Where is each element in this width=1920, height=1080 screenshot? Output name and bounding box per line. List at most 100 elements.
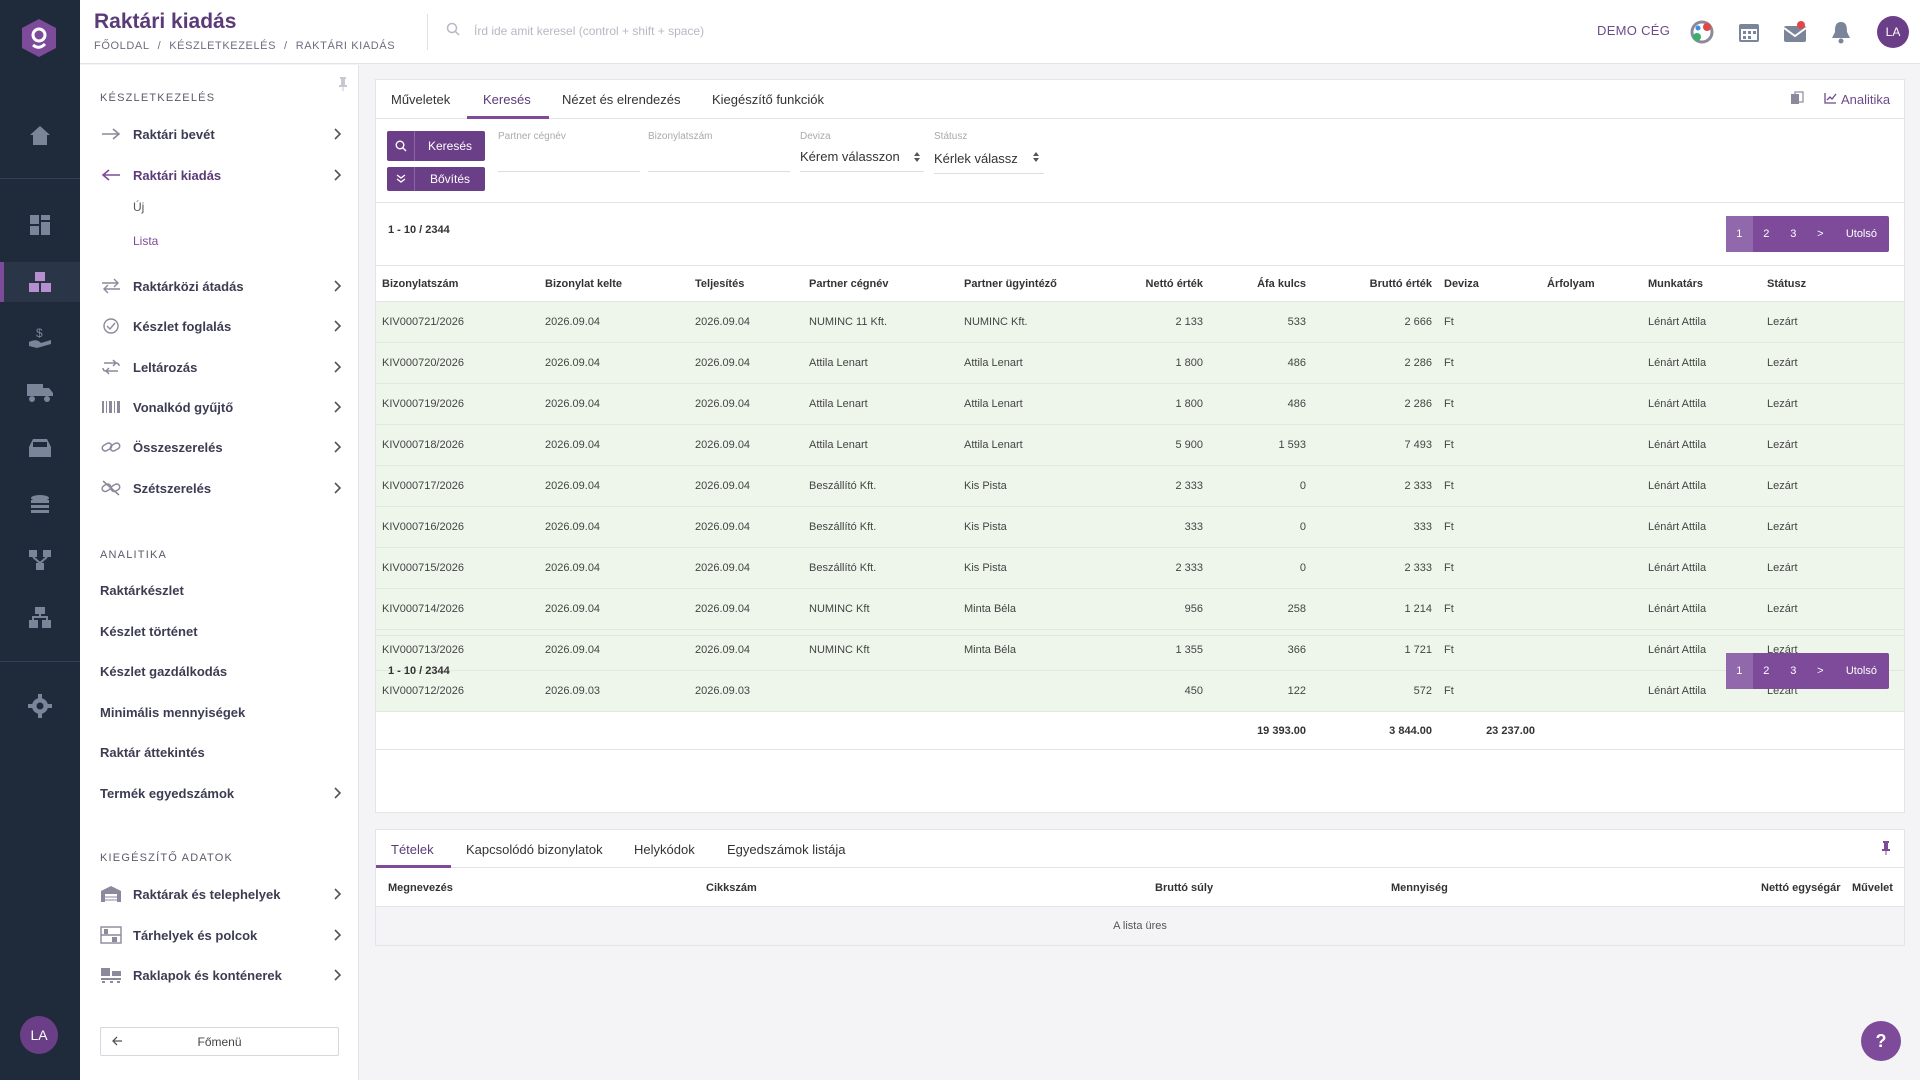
column-header[interactable]: Bizonylat kelte — [539, 265, 689, 302]
page-1-button[interactable]: 1 — [1725, 653, 1753, 689]
mail-icon[interactable] — [1781, 18, 1809, 46]
table-row[interactable]: KIV000718/2026 2026.09.04 2026.09.04 Attila… — [376, 424, 1904, 466]
analytics-link[interactable]: Analitika — [1824, 92, 1890, 107]
home-icon[interactable] — [0, 115, 80, 155]
column-header[interactable]: Áfa kulcs — [1209, 265, 1312, 302]
pin-icon[interactable] — [1881, 841, 1891, 858]
search-button[interactable]: Keresés — [387, 131, 485, 161]
calendar-icon[interactable] — [1735, 18, 1763, 46]
sidebar-item-stock-history[interactable]: Készlet történet — [100, 616, 345, 646]
sidebar-item-assembly[interactable]: Összeszerelés — [100, 432, 345, 462]
tab-location-codes[interactable]: Helykódok — [634, 842, 695, 857]
tab-operations[interactable]: Műveletek — [391, 92, 451, 107]
sidebar-item-transfer[interactable]: Raktárközi átadás — [100, 271, 345, 301]
column-header[interactable]: Bruttó súly — [1155, 882, 1214, 894]
copy-icon[interactable] — [1790, 91, 1804, 108]
tab-items[interactable]: Tételek — [391, 842, 434, 857]
table-row[interactable]: KIV000721/2026 2026.09.04 2026.09.04 NUMINC… — [376, 301, 1904, 343]
expand-button[interactable]: Bővítés — [387, 167, 485, 191]
column-header[interactable]: Nettó érték — [1106, 265, 1209, 302]
total-gross: 23 237.00 — [1438, 711, 1541, 750]
breadcrumb-home[interactable]: FŐOLDAL — [94, 40, 150, 52]
table-row[interactable]: KIV000714/2026 2026.09.04 2026.09.04 NUMINC… — [376, 588, 1904, 630]
column-header[interactable]: Megnevezés — [388, 882, 453, 894]
truck-icon[interactable] — [0, 372, 80, 412]
page-1-button[interactable]: 1 — [1725, 216, 1753, 252]
sidebar-item-warehouse-overview[interactable]: Raktár áttekintés — [100, 737, 345, 767]
sidebar-item-stocktaking[interactable]: Leltározás — [100, 352, 345, 382]
search-input[interactable] — [474, 23, 894, 38]
column-header[interactable]: Partner cégnév — [803, 265, 958, 302]
table-row[interactable]: KIV000716/2026 2026.09.04 2026.09.04 Beszál… — [376, 506, 1904, 548]
support-icon[interactable] — [1688, 18, 1716, 46]
tab-extra-functions[interactable]: Kiegészítő funkciók — [712, 92, 825, 107]
page-3-button[interactable]: 3 — [1790, 228, 1797, 240]
column-header[interactable]: Mennyiség — [1391, 882, 1448, 894]
table-row[interactable]: KIV000712/2026 2026.09.03 2026.09.03 450 122… — [376, 670, 1904, 712]
column-header[interactable]: Cikkszám — [706, 882, 757, 894]
column-header[interactable]: Bruttó érték — [1312, 265, 1438, 302]
sidebar-item-serial-numbers[interactable]: Termék egyedszámok — [100, 778, 345, 808]
sidebar-item-goods-receipt[interactable]: Raktári bevét — [100, 119, 345, 149]
sidebar-item-stock-management[interactable]: Készlet gazdálkodás — [100, 656, 345, 686]
company-selector[interactable]: DEMO CÉG — [1597, 23, 1671, 38]
partner-name-field[interactable]: Partner cégnév — [498, 131, 640, 175]
page-3-button[interactable]: 3 — [1790, 665, 1797, 677]
column-header[interactable]: Deviza — [1438, 265, 1541, 302]
pin-icon[interactable] — [338, 77, 348, 94]
sidebar-item-disassembly[interactable]: Szétszerelés — [100, 473, 345, 503]
table-row[interactable]: KIV000719/2026 2026.09.04 2026.09.04 Attila… — [376, 383, 1904, 425]
table-cell: Lezárt — [1761, 342, 1904, 384]
breadcrumb-inventory[interactable]: KÉSZLETKEZELÉS — [169, 40, 277, 52]
table-row[interactable]: KIV000720/2026 2026.09.04 2026.09.04 Attila… — [376, 342, 1904, 384]
column-header[interactable]: Partner ügyintéző — [958, 265, 1106, 302]
app-logo[interactable] — [19, 18, 59, 58]
bell-icon[interactable] — [1827, 18, 1855, 46]
tab-view-layout[interactable]: Nézet és elrendezés — [562, 92, 681, 107]
sidebar-item-stock-levels[interactable]: Raktárkészlet — [100, 575, 345, 605]
network-icon[interactable] — [0, 540, 80, 580]
column-header[interactable]: Művelet — [1852, 882, 1893, 894]
sidebar-item-goods-issue[interactable]: Raktári kiadás — [100, 160, 345, 190]
column-header[interactable]: Nettó egységár — [1761, 882, 1841, 894]
sidebar-subitem-list[interactable]: Lista — [133, 234, 159, 248]
sidebar-subitem-new[interactable]: Új — [133, 200, 145, 214]
page-2-button[interactable]: 2 — [1763, 228, 1770, 240]
sidebar-item-storage-locations[interactable]: Tárhelyek és polcok — [100, 920, 345, 950]
sitemap-icon[interactable] — [0, 598, 80, 638]
column-header[interactable]: Teljesítés — [689, 265, 803, 302]
currency-select[interactable]: Deviza Kérem válasszon — [800, 131, 924, 175]
finance-icon[interactable]: $ — [0, 318, 80, 358]
inbox-icon[interactable] — [0, 428, 80, 468]
column-header[interactable]: Munkatárs — [1642, 265, 1761, 302]
dashboard-icon[interactable] — [0, 205, 80, 245]
sidebar-item-minimum-quantities[interactable]: Minimális mennyiségek — [100, 697, 345, 727]
header-avatar[interactable]: LA — [1877, 16, 1909, 48]
sidebar-item-reservation[interactable]: Készlet foglalás — [100, 311, 345, 341]
last-page-button[interactable]: Utolsó — [1845, 665, 1877, 677]
tab-related-documents[interactable]: Kapcsolódó bizonylatok — [466, 842, 603, 857]
document-number-field[interactable]: Bizonylatszám — [648, 131, 790, 175]
inventory-icon[interactable] — [0, 262, 80, 302]
page-2-button[interactable]: 2 — [1763, 665, 1770, 677]
column-header[interactable]: Státusz — [1761, 265, 1904, 302]
last-page-button[interactable]: Utolsó — [1845, 228, 1877, 240]
user-avatar[interactable]: LA — [20, 1016, 58, 1054]
table-cell — [1541, 424, 1642, 466]
table-row[interactable]: KIV000715/2026 2026.09.04 2026.09.04 Beszál… — [376, 547, 1904, 589]
table-row[interactable]: KIV000717/2026 2026.09.04 2026.09.04 Beszál… — [376, 465, 1904, 507]
next-page-button[interactable]: > — [1817, 228, 1824, 240]
sidebar-item-warehouses[interactable]: Raktárak és telephelyek — [100, 879, 345, 909]
next-page-button[interactable]: > — [1817, 665, 1824, 677]
help-button[interactable]: ? — [1861, 1021, 1901, 1061]
tab-search[interactable]: Keresés — [483, 92, 531, 107]
status-select[interactable]: Státusz Kérlek válassz — [934, 131, 1044, 175]
column-header[interactable]: Bizonylatszám — [376, 265, 539, 302]
tab-serial-list[interactable]: Egyedszámok listája — [727, 842, 846, 857]
sidebar-item-barcode-collector[interactable]: Vonalkód gyűjtő — [100, 392, 345, 422]
settings-icon[interactable] — [0, 686, 80, 726]
sidebar-item-pallets[interactable]: Raklapok és konténerek — [100, 960, 345, 990]
main-menu-button[interactable]: Főmenü — [100, 1027, 339, 1056]
coins-icon[interactable] — [0, 484, 80, 524]
column-header[interactable]: Árfolyam — [1541, 265, 1642, 302]
